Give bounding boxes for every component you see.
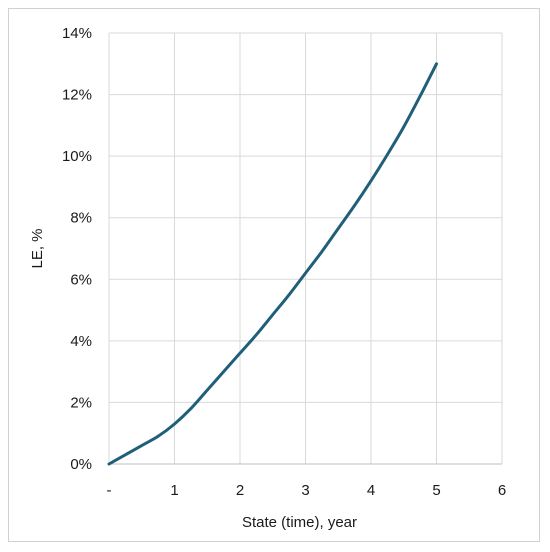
x-tick-label: 6: [498, 482, 506, 499]
axes: [108, 33, 502, 465]
y-tick-label: 4%: [70, 333, 92, 350]
chart-frame: [8, 8, 540, 542]
x-tick-label: 2: [236, 482, 244, 499]
series-layer: [107, 62, 438, 466]
y-tick-label: 8%: [70, 210, 92, 227]
x-tick-label: 4: [367, 482, 375, 499]
y-tick-labels: 0% 2% 4% 6% 8% 10% 12% 14%: [62, 25, 92, 473]
x-axis-title: State (time), year: [242, 514, 357, 531]
x-tick-label: 1: [170, 482, 178, 499]
y-tick-label: 6%: [70, 271, 92, 288]
x-tick-label: -: [107, 482, 112, 499]
x-tick-label: 3: [301, 482, 309, 499]
y-tick-label: 0%: [70, 456, 92, 473]
y-tick-label: 10%: [62, 148, 92, 165]
gridlines: [109, 32, 503, 464]
y-tick-label: 12%: [62, 87, 92, 104]
series-line: [107, 62, 438, 466]
x-tick-label: 5: [432, 482, 440, 499]
y-tick-label: 14%: [62, 25, 92, 42]
y-axis-title: LE, %: [29, 228, 46, 268]
y-tick-label: 2%: [70, 394, 92, 411]
x-tick-labels: - 1 2 3 4 5 6: [107, 482, 507, 499]
